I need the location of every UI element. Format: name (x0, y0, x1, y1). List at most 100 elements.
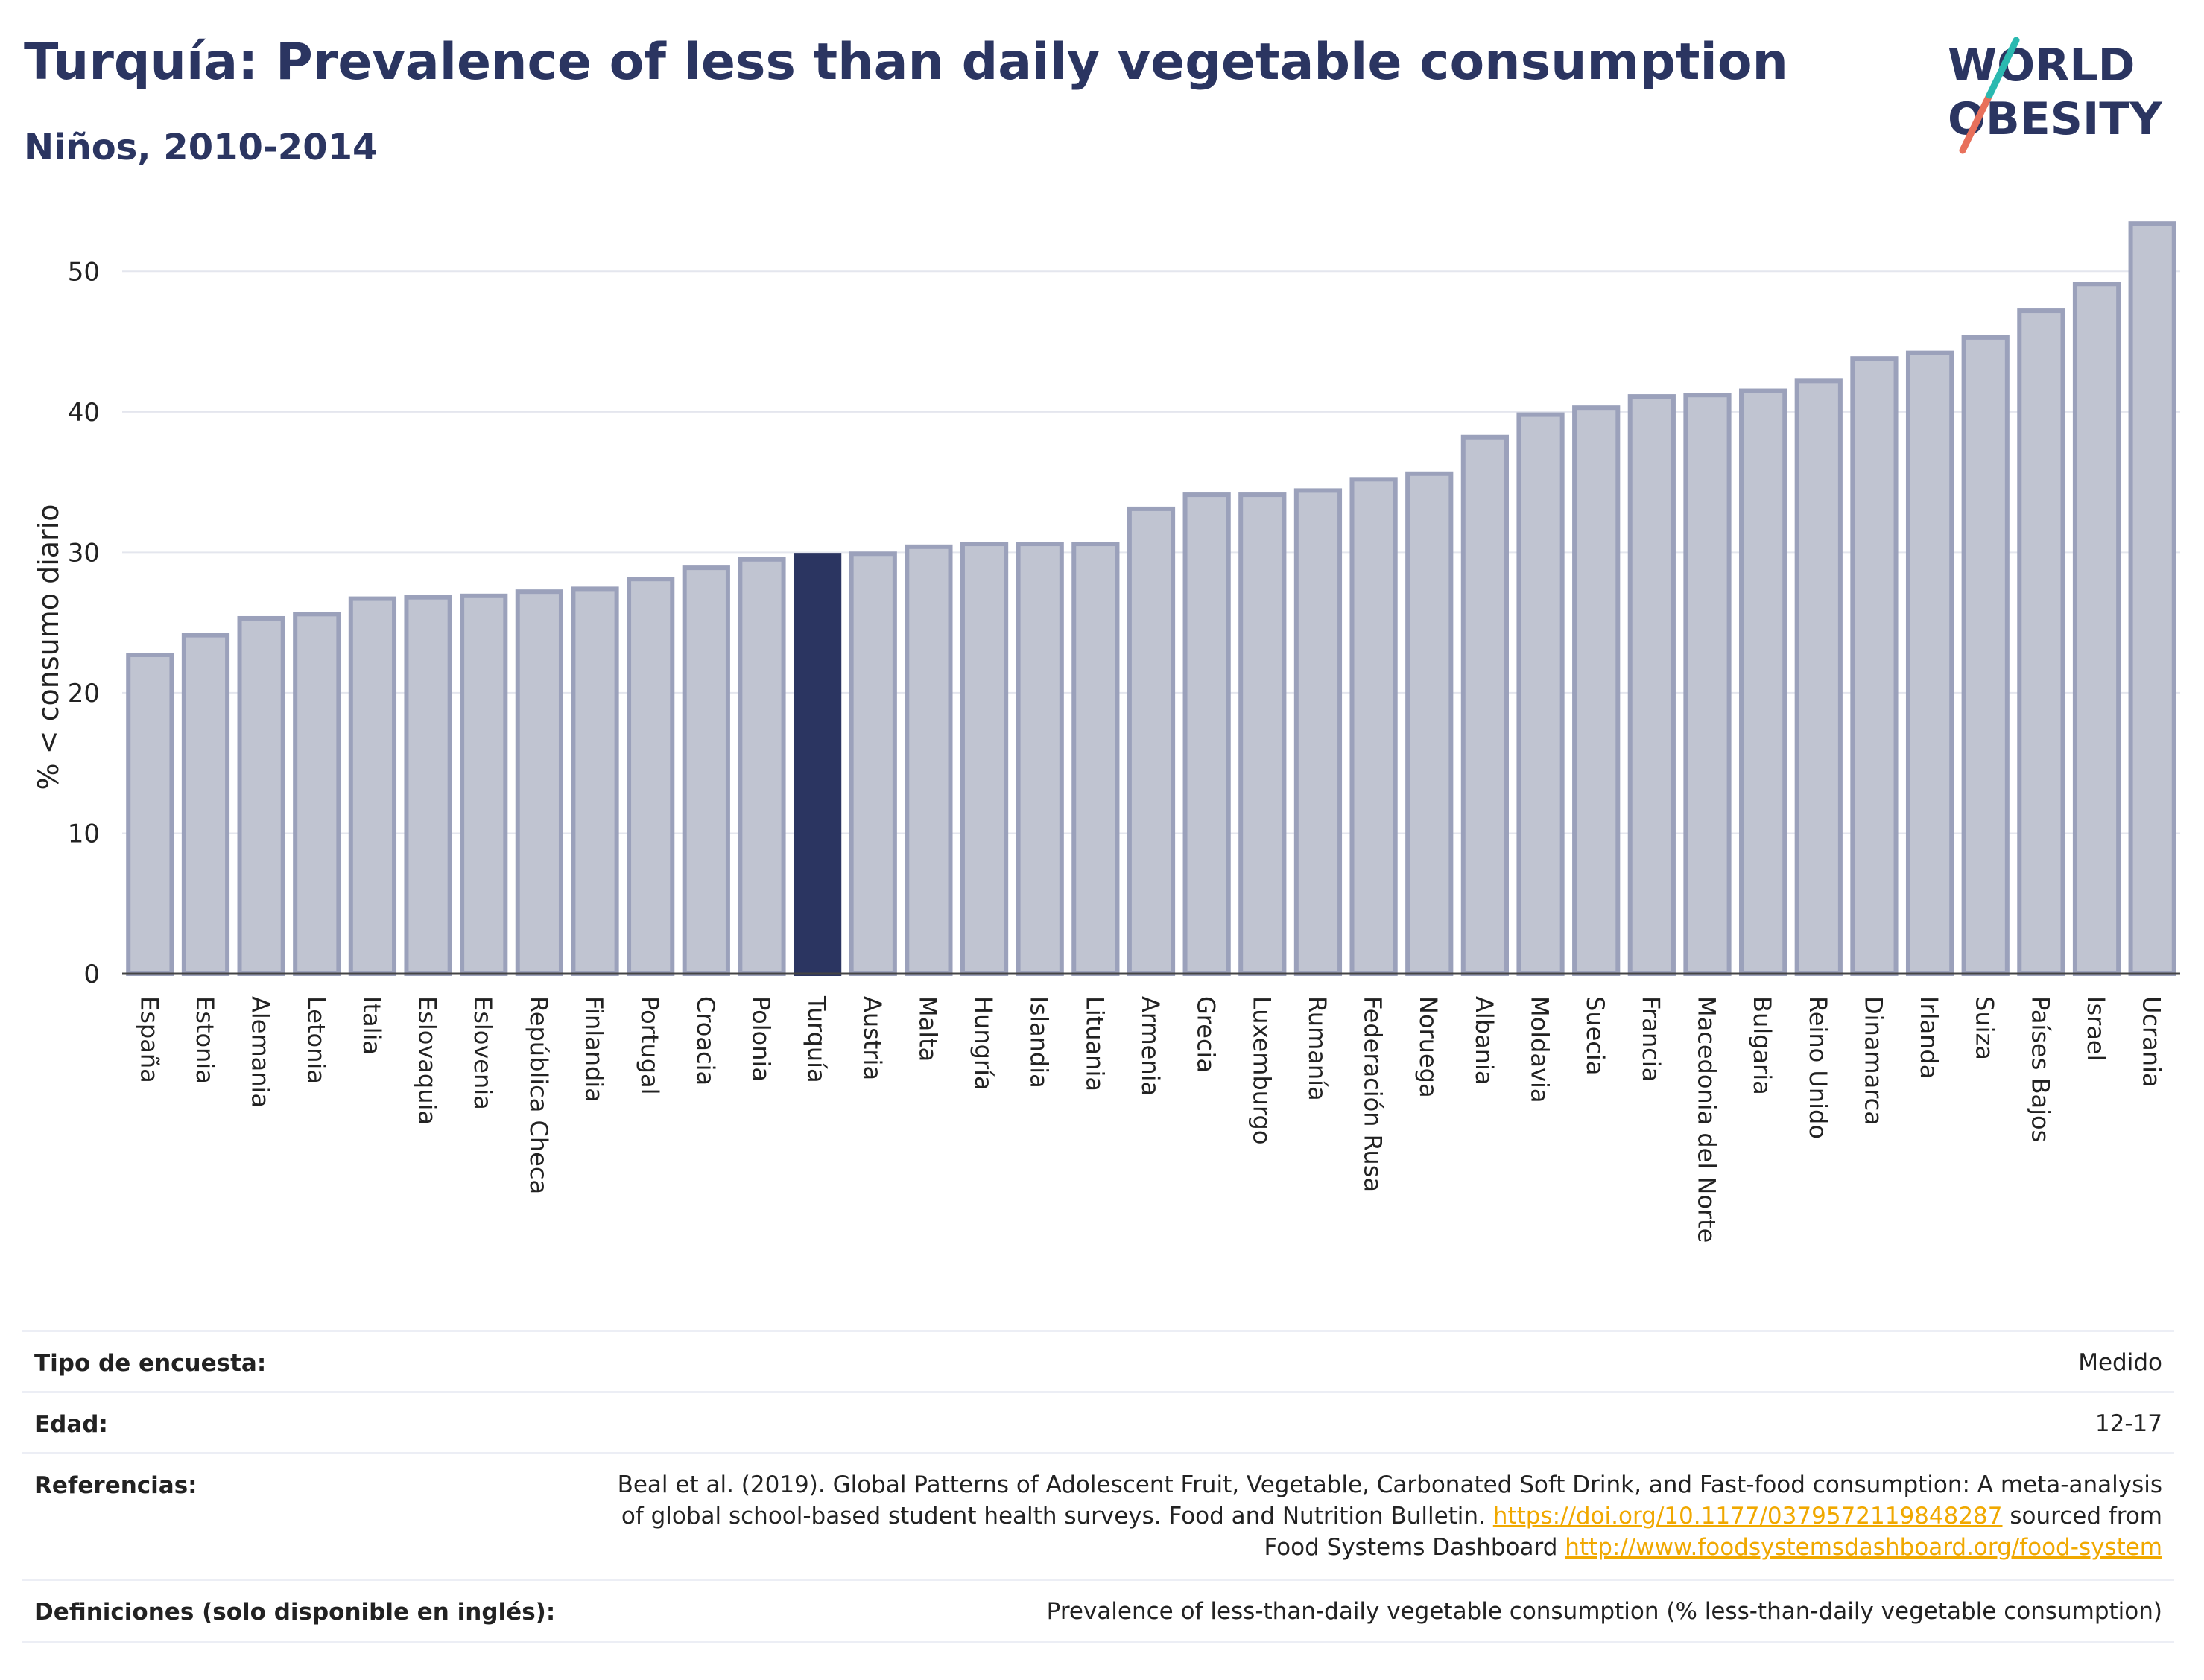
references-line-1: Beal et al. (2019). Global Patterns of A… (617, 1471, 2162, 1498)
x-tick-label: España (135, 996, 163, 1083)
logo-slash-coral (1959, 92, 1993, 154)
x-tick-label: Suiza (1971, 996, 1999, 1060)
info-row-age: Edad: 12-17 (22, 1391, 2174, 1453)
references-line-2-text: of global school-based student health su… (621, 1503, 1486, 1530)
x-tick-label: Israel (2082, 996, 2110, 1061)
x-tick-label: Eslovaquia (414, 996, 442, 1125)
survey-type-label: Tipo de encuesta: (34, 1350, 267, 1377)
definitions-label: Definiciones (solo disponible en inglés)… (34, 1599, 556, 1626)
x-tick-label: Francia (1637, 996, 1665, 1082)
x-tick-label: Irlanda (1915, 996, 1943, 1079)
x-tick-label: Suecia (1581, 996, 1609, 1075)
bar-Noruega (1405, 471, 1454, 976)
bar-Armenia (1127, 506, 1176, 976)
references-label: Referencias: (34, 1472, 197, 1499)
bar-Letonia (293, 612, 341, 976)
x-tick-label: Armenia (1136, 996, 1165, 1096)
x-tick-label: República Checa (525, 996, 553, 1194)
references-dashboard-link[interactable]: http://www.foodsystemsdashboard.org/food… (1565, 1534, 2162, 1561)
x-tick-label: Alemania (247, 996, 275, 1108)
x-tick-label: Eslovenia (469, 996, 497, 1110)
bar-Polonia (738, 557, 786, 976)
x-tick-label: Italia (358, 996, 386, 1055)
page-subtitle: Niños, 2010-2014 (24, 127, 378, 168)
references-line-3-text: Food Systems Dashboard (1264, 1534, 1558, 1561)
bar-Luxemburgo (1238, 492, 1287, 976)
bar-Moldavia (1516, 412, 1565, 976)
x-tick-label: Malta (913, 996, 942, 1062)
x-tick-label: Federación Rusa (1359, 996, 1387, 1192)
bar-Ucrania (2128, 221, 2176, 976)
y-tick-label: 30 (68, 538, 100, 568)
bar-Malta (905, 544, 953, 976)
y-tick-label: 40 (68, 398, 100, 428)
references-line-2-suffix: sourced from (2010, 1503, 2162, 1530)
bar-Eslovenia (460, 593, 508, 977)
bar-Finlandia (571, 586, 619, 976)
x-tick-label: Croacia (691, 996, 720, 1085)
x-tick-label: Finlandia (580, 996, 609, 1103)
logo-slash-teal (1986, 37, 2020, 99)
bar-Suiza (1961, 335, 2010, 976)
bar-Reino Unido (1794, 378, 1843, 976)
x-tick-label: Bulgaria (1748, 996, 1776, 1095)
bar-Dinamarca (1850, 356, 1899, 976)
x-tick-label: Albania (1470, 996, 1498, 1085)
bar-Lituania (1071, 542, 1120, 976)
bar-Israel (2072, 282, 2121, 976)
x-tick-label: Portugal (636, 996, 664, 1095)
x-tick-label: Reino Unido (1804, 996, 1832, 1139)
x-tick-label: Rumanía (1303, 996, 1331, 1101)
y-tick-label: 0 (83, 960, 100, 989)
bar-Alemania (237, 615, 285, 976)
bar-Albania (1460, 434, 1510, 976)
x-tick-label: Islandia (1025, 996, 1054, 1088)
bar-España (126, 653, 174, 976)
x-tick-label: Países Bajos (2026, 996, 2054, 1142)
references-doi-link[interactable]: https://doi.org/10.1177/0379572119848287 (1492, 1503, 2003, 1530)
y-tick-label: 20 (68, 679, 100, 709)
bar-Suecia (1572, 405, 1621, 976)
references-line-3: Food Systems Dashboard http://www.foodsy… (618, 1532, 2162, 1563)
bar-Bulgaria (1739, 388, 1787, 976)
references-value: Beal et al. (2019). Global Patterns of A… (618, 1469, 2162, 1563)
bar-chart: 0 10 20 30 40 50 % < consumo diario España Eston… (32, 221, 2180, 1243)
x-tick-label: Polonia (747, 996, 775, 1082)
x-tick-label: Turquía (802, 995, 831, 1083)
x-tick-label: Hungría (969, 996, 998, 1091)
x-tick-label: Dinamarca (1859, 996, 1887, 1126)
survey-type-value: Medido (2078, 1349, 2162, 1376)
x-tick-label: Macedonia del Norte (1692, 996, 1720, 1243)
info-row-definitions: Definiciones (solo disponible en inglés)… (22, 1579, 2174, 1643)
x-tick-label: Austria (858, 996, 887, 1080)
bar-Hungría (960, 542, 1009, 976)
y-tick-label: 50 (68, 257, 100, 287)
bar-Federación Rusa (1349, 477, 1398, 976)
bar-Eslovaquia (404, 595, 452, 976)
x-tick-label: Ucrania (2138, 996, 2166, 1088)
bar-Portugal (627, 577, 675, 976)
bar-Irlanda (1905, 350, 1954, 976)
x-tick-label: Letonia (302, 996, 330, 1084)
bar-Macedonia del Norte (1683, 393, 1732, 976)
info-row-references: Referencias: Beal et al. (2019). Global … (22, 1452, 2174, 1579)
x-tick-label: Luxemburgo (1247, 996, 1276, 1144)
world-obesity-logo: WORLD OBESITY (1948, 37, 2163, 154)
bar-Países Bajos (2017, 308, 2065, 977)
age-label: Edad: (34, 1411, 108, 1438)
bar-Turquía (793, 553, 842, 976)
references-line-2: of global school-based student health su… (618, 1500, 2162, 1532)
bar-República Checa (515, 589, 563, 976)
bar-Croacia (682, 565, 730, 976)
y-axis-title: % < consumo diario (32, 504, 65, 790)
bar-Estonia (181, 633, 230, 976)
info-row-survey-type: Tipo de encuesta: Medido (22, 1330, 2174, 1392)
logo-text-world: WORLD (1948, 39, 2135, 92)
age-value: 12-17 (2094, 1410, 2162, 1437)
bar-Italia (348, 596, 397, 976)
x-tick-label: Moldavia (1526, 996, 1554, 1103)
bar-Francia (1627, 394, 1676, 976)
bar-Grecia (1182, 492, 1231, 976)
bar-Islandia (1016, 542, 1064, 976)
x-tick-label: Estonia (191, 996, 219, 1084)
